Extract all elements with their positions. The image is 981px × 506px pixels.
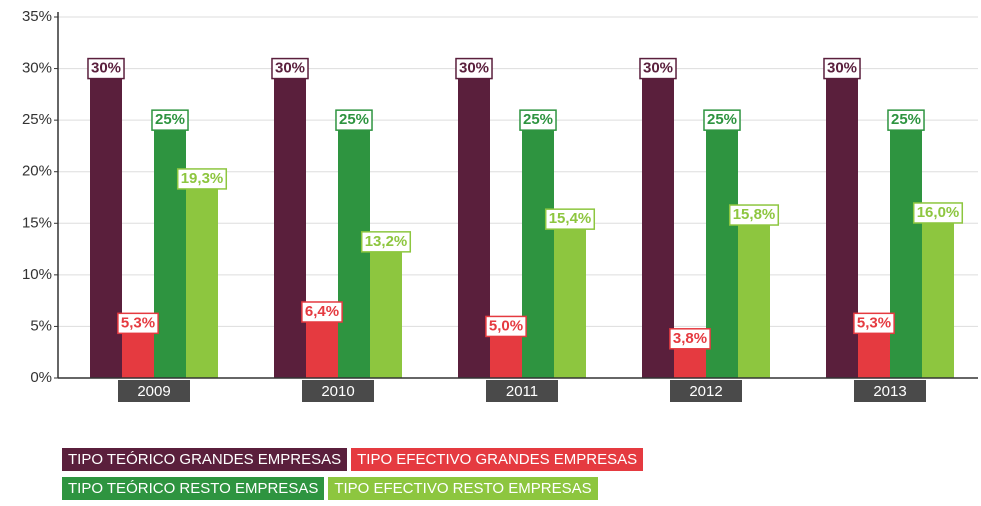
value-label: 30%: [827, 60, 857, 77]
value-label-box: [853, 312, 895, 335]
y-tick-label: 10%: [22, 266, 52, 283]
value-label: 15,8%: [733, 206, 776, 223]
bar: [922, 212, 954, 378]
bar: [186, 178, 218, 378]
value-label: 6,4%: [305, 303, 339, 320]
value-label: 3,8%: [673, 330, 707, 347]
value-label-box: [544, 208, 596, 230]
value-label: 30%: [91, 60, 121, 77]
value-label: 13,2%: [365, 233, 408, 250]
value-label: 30%: [459, 60, 489, 77]
value-label-box: [485, 315, 527, 338]
y-tick-label: 35%: [22, 8, 52, 25]
bar: [738, 215, 770, 378]
chart: 0% 5% 10% 15% 20% 25% 30% 35% 2009 2010 2011 2012 20…: [22, 8, 978, 402]
bar: [274, 68, 306, 379]
value-label-box: [887, 109, 925, 131]
value-label: 25%: [155, 111, 185, 128]
value-label: 25%: [523, 111, 553, 128]
y-tick-label: 5%: [30, 317, 52, 334]
legend-entry: TIPO TEÓRICO RESTO EMPRESAS: [62, 477, 325, 500]
value-label-box: [519, 109, 557, 131]
value-label: 15,4%: [549, 210, 592, 227]
y-tick-label: 0%: [30, 369, 52, 386]
value-label: 25%: [891, 111, 921, 128]
value-label-box: [728, 204, 780, 226]
value-label-box: [176, 168, 228, 190]
value-label: 30%: [643, 60, 673, 77]
y-tick-label: 25%: [22, 111, 52, 128]
bar: [522, 120, 554, 379]
value-label-box: [271, 57, 309, 80]
bar: [90, 68, 122, 379]
bar: [370, 241, 402, 378]
x-tick-label: 2013: [873, 383, 906, 400]
value-label-box: [639, 57, 677, 80]
x-tick-box: [118, 380, 190, 402]
bar: [554, 219, 586, 378]
legend-entry: TIPO TEÓRICO GRANDES EMPRESAS: [62, 448, 348, 471]
value-label-box: [703, 109, 741, 131]
value-label-box: [823, 57, 861, 80]
bar: [826, 68, 858, 379]
value-label-box: [335, 109, 373, 131]
x-tick-label: 2009: [137, 383, 170, 400]
x-tick-label: 2010: [321, 383, 354, 400]
value-label: 19,3%: [181, 170, 224, 187]
value-label-box: [151, 109, 189, 131]
y-tick-label: 20%: [22, 163, 52, 180]
value-label: 5,3%: [121, 314, 155, 331]
x-tick-label: 2012: [689, 383, 722, 400]
value-label-box: [669, 328, 711, 350]
x-tick-box: [302, 380, 374, 402]
bar: [154, 120, 186, 379]
bar: [706, 120, 738, 379]
value-label: 30%: [275, 60, 305, 77]
y-tick-label: 30%: [22, 60, 52, 77]
x-tick-label: 2011: [506, 383, 538, 400]
y-tick-label: 15%: [22, 214, 52, 231]
legend-entry: TIPO EFECTIVO GRANDES EMPRESAS: [351, 448, 644, 471]
value-label: 5,3%: [857, 314, 891, 331]
value-label-box: [87, 57, 125, 80]
bar: [458, 68, 490, 379]
x-tick-box: [486, 380, 558, 402]
value-label: 5,0%: [489, 317, 523, 334]
value-label-box: [301, 301, 343, 323]
value-label: 25%: [339, 111, 369, 128]
legend: TIPO TEÓRICO GRANDES EMPRESAS TIPO EFECTI…: [62, 448, 762, 506]
legend-entry: TIPO EFECTIVO RESTO EMPRESAS: [328, 477, 598, 500]
bar: [642, 68, 674, 379]
value-label-box: [455, 57, 493, 80]
x-tick-box: [854, 380, 926, 402]
bar: [306, 311, 338, 378]
value-label-box: [117, 312, 159, 335]
bar: [890, 120, 922, 379]
x-tick-box: [670, 380, 742, 402]
value-label: 16,0%: [917, 204, 960, 221]
value-label-box: [912, 202, 964, 224]
value-label-box: [360, 231, 412, 253]
value-label: 25%: [707, 111, 737, 128]
